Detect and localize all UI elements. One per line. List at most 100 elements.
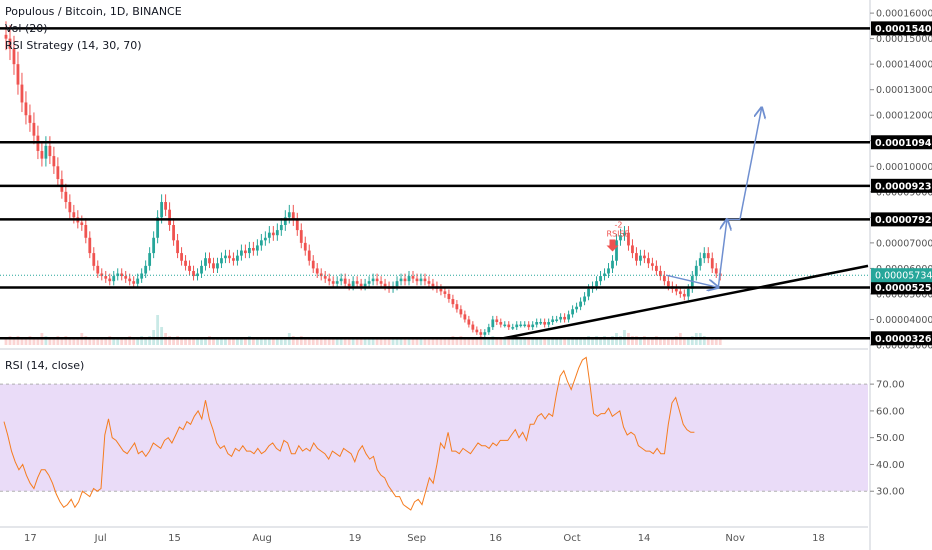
candle[interactable] (84, 225, 88, 238)
candle[interactable] (399, 278, 403, 282)
candle[interactable] (156, 217, 160, 238)
candle[interactable] (8, 38, 12, 49)
candle[interactable] (571, 309, 574, 315)
candle[interactable] (244, 250, 247, 254)
candle[interactable] (419, 278, 423, 282)
candle[interactable] (479, 332, 483, 335)
candle[interactable] (431, 283, 435, 287)
candle[interactable] (307, 250, 311, 261)
candle[interactable] (423, 278, 427, 282)
candle[interactable] (128, 278, 132, 282)
candle[interactable] (543, 322, 547, 325)
candle[interactable] (299, 230, 303, 243)
candle[interactable] (443, 291, 447, 294)
candle[interactable] (152, 237, 156, 254)
rsi-line[interactable] (3, 356, 695, 511)
candle[interactable] (347, 283, 351, 287)
candle[interactable] (655, 265, 658, 271)
candle[interactable] (631, 245, 634, 254)
candle[interactable] (275, 230, 279, 236)
candle[interactable] (303, 242, 307, 251)
candle[interactable] (639, 255, 642, 261)
candle[interactable] (503, 324, 507, 327)
candle[interactable] (80, 222, 84, 226)
candle[interactable] (407, 276, 411, 282)
candle[interactable] (44, 145, 48, 159)
candle[interactable] (702, 253, 706, 259)
candle[interactable] (563, 316, 567, 320)
candle[interactable] (611, 260, 614, 269)
candle[interactable] (547, 322, 551, 325)
candle[interactable] (607, 268, 610, 274)
candle[interactable] (120, 273, 124, 277)
candle[interactable] (196, 273, 199, 277)
candle[interactable] (463, 314, 467, 320)
candle[interactable] (491, 319, 495, 328)
candle[interactable] (263, 237, 267, 241)
candle[interactable] (651, 263, 654, 266)
candle[interactable] (411, 276, 415, 279)
candle[interactable] (220, 258, 223, 264)
candle[interactable] (192, 270, 195, 277)
strategy-legend[interactable]: RSI Strategy (14, 30, 70) (5, 39, 142, 52)
candle[interactable] (176, 240, 179, 254)
candle[interactable] (427, 281, 431, 284)
candle[interactable] (527, 324, 531, 328)
candle[interactable] (88, 237, 92, 254)
candle[interactable] (236, 255, 239, 261)
rsi-legend[interactable]: RSI (14, close) (5, 359, 85, 372)
candle[interactable] (124, 276, 128, 279)
candle[interactable] (216, 263, 219, 269)
candle[interactable] (208, 258, 211, 264)
candle[interactable] (251, 247, 255, 251)
candle[interactable] (351, 281, 355, 287)
candle[interactable] (108, 278, 112, 282)
candle[interactable] (164, 202, 167, 210)
candle[interactable] (686, 288, 690, 297)
candle[interactable] (327, 278, 331, 282)
projection-arrow[interactable] (666, 274, 718, 287)
candle[interactable] (371, 278, 375, 282)
candle[interactable] (112, 276, 116, 282)
candle[interactable] (647, 258, 650, 264)
candle[interactable] (559, 316, 563, 320)
candle[interactable] (714, 268, 718, 274)
candle[interactable] (20, 84, 24, 103)
candle[interactable] (383, 283, 387, 287)
candle[interactable] (32, 122, 36, 136)
candle[interactable] (447, 293, 451, 300)
candle[interactable] (279, 225, 283, 231)
candle[interactable] (539, 322, 543, 324)
candle[interactable] (168, 209, 171, 226)
candle[interactable] (148, 253, 152, 266)
candle[interactable] (475, 329, 479, 333)
candle[interactable] (706, 253, 710, 259)
candle[interactable] (619, 235, 622, 241)
candle[interactable] (335, 281, 339, 284)
candle[interactable] (643, 255, 646, 259)
candle[interactable] (140, 273, 144, 279)
candle[interactable] (379, 281, 383, 284)
candle[interactable] (694, 265, 698, 277)
candle[interactable] (4, 34, 8, 39)
candle[interactable] (64, 191, 68, 203)
candle[interactable] (459, 309, 463, 315)
projection-arrow[interactable] (717, 219, 727, 288)
candle[interactable] (451, 299, 455, 305)
candle[interactable] (531, 324, 535, 328)
candle[interactable] (415, 278, 419, 282)
candle[interactable] (323, 276, 327, 279)
candle[interactable] (48, 145, 52, 157)
candle[interactable] (499, 322, 503, 325)
candle[interactable] (96, 265, 100, 274)
candle[interactable] (16, 64, 20, 85)
candle[interactable] (455, 304, 459, 310)
candle[interactable] (224, 255, 227, 259)
trend-line[interactable] (503, 264, 869, 340)
candle[interactable] (212, 263, 215, 269)
candle[interactable] (690, 276, 694, 289)
candle[interactable] (291, 212, 295, 220)
candle[interactable] (68, 202, 72, 213)
candle[interactable] (363, 283, 367, 287)
